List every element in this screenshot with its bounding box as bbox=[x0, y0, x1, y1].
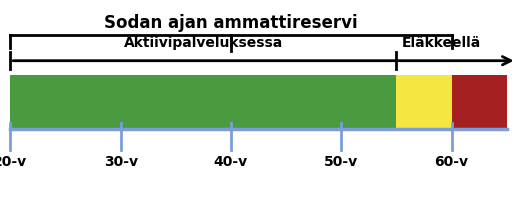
Text: Sodan ajan ammattireservi: Sodan ajan ammattireservi bbox=[104, 14, 358, 32]
Text: 20-v: 20-v bbox=[0, 155, 27, 169]
Bar bbox=[397, 76, 451, 129]
Text: 60-v: 60-v bbox=[434, 155, 468, 169]
Bar bbox=[451, 76, 507, 129]
Bar bbox=[10, 76, 397, 129]
Text: 30-v: 30-v bbox=[103, 155, 138, 169]
Text: Aktiivipalveluksessa: Aktiivipalveluksessa bbox=[124, 36, 283, 50]
Text: 40-v: 40-v bbox=[214, 155, 248, 169]
Text: 50-v: 50-v bbox=[324, 155, 358, 169]
Text: Eläkkeellä: Eläkkeellä bbox=[402, 36, 481, 50]
